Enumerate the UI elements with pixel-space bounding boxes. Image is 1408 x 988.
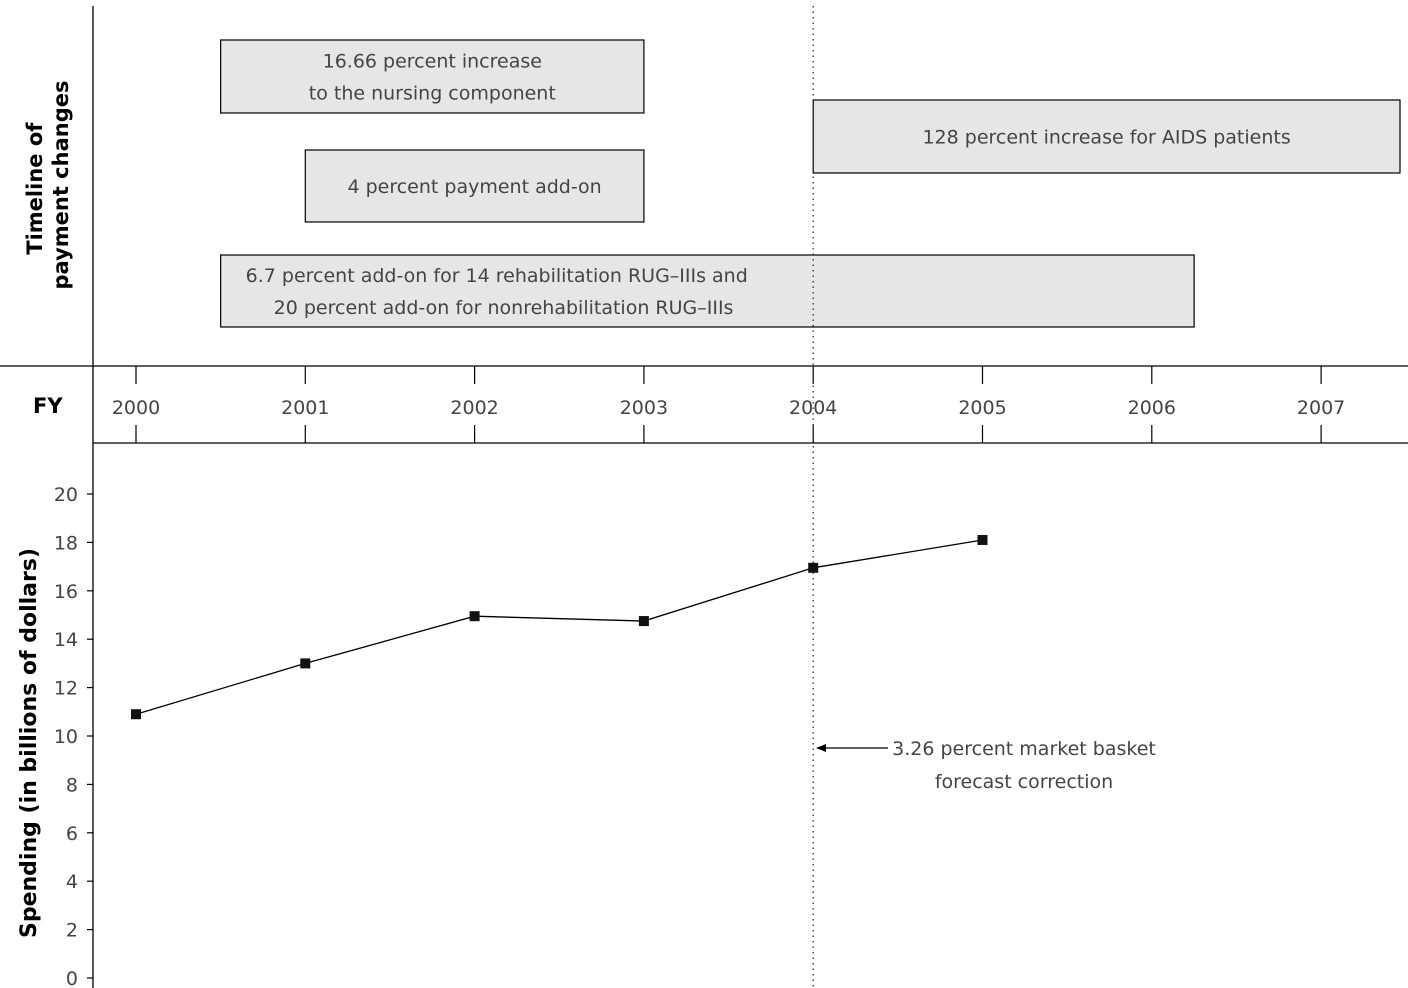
timeline-bar: 4 percent payment add-on [304, 149, 645, 223]
timeline-bar-text: 4 percent payment add-on [347, 176, 601, 198]
annotation-group: 3.26 percent market basket forecast corre… [816, 738, 1156, 793]
y-tick-label: 12 [54, 678, 78, 700]
y-tick-label: 6 [66, 823, 78, 845]
timeline-bar-box [220, 254, 1195, 328]
y-tick-label: 10 [54, 726, 78, 748]
annotation-text: forecast correction [935, 771, 1113, 793]
timeline-bar-box [220, 39, 645, 114]
fy-tick-label: 2005 [958, 397, 1006, 419]
spending-line [135, 539, 983, 715]
timeline-bar-box [812, 99, 1401, 174]
annotation-arrowhead [816, 744, 826, 752]
timeline-bar: 6.7 percent add-on for 14 rehabilitation… [220, 254, 1195, 328]
y-tick-label: 0 [66, 968, 78, 988]
timeline-title-line-2: payment changes [49, 81, 73, 290]
annotation-text: 3.26 percent market basket [892, 738, 1156, 760]
timeline-bar: 16.66 percent increase to the nursing com… [220, 39, 645, 114]
data-point-marker [131, 709, 141, 720]
y-axis: 0 2 4 6 8 10 12 14 16 18 20 [54, 484, 93, 988]
timeline-bar-box [304, 149, 645, 223]
timeline-title-line-1: Timeline of [23, 122, 47, 255]
timeline-bar-text: 16.66 percent increase [323, 51, 542, 73]
y-tick-label: 20 [54, 484, 78, 506]
y-tick-label: 16 [54, 581, 78, 603]
data-point-marker [638, 616, 649, 627]
timeline-title: Timeline of payment changes [23, 81, 73, 290]
data-point-marker [808, 562, 819, 573]
y-tick-label: 4 [66, 871, 78, 893]
fy-tick-label: 2001 [281, 397, 329, 419]
fy-tick-label: 2007 [1297, 397, 1345, 419]
fy-tick-label: 2006 [1128, 397, 1176, 419]
data-point-marker [977, 534, 988, 545]
fy-tick-label: 2003 [620, 397, 668, 419]
timeline-bar-text: 20 percent add-on for nonrehabilitation … [274, 297, 734, 319]
y-tick-label: 2 [66, 920, 78, 942]
data-point-marker [469, 611, 480, 622]
timeline-bar: 128 percent increase for AIDS patients [812, 99, 1401, 174]
fy-tick-label: 2000 [112, 397, 160, 419]
fy-axis: 2000 2001 2002 2003 2004 2005 2006 2007 [112, 366, 1345, 443]
data-point-marker [300, 658, 311, 669]
y-tick-label: 18 [54, 532, 78, 554]
timeline-bars: 16.66 percent increase to the nursing com… [220, 39, 1401, 328]
fy-tick-label: 2002 [450, 397, 498, 419]
series-group [131, 534, 988, 720]
y-tick-label: 8 [66, 774, 78, 796]
fy-label: FY [33, 394, 63, 418]
y-tick-label: 14 [54, 629, 78, 651]
y-axis-title: Spending (in billions of dollars) [17, 548, 42, 938]
timeline-bar-text: 6.7 percent add-on for 14 rehabilitation… [246, 265, 748, 287]
timeline-bar-text: to the nursing component [309, 83, 556, 105]
timeline-bar-text: 128 percent increase for AIDS patients [922, 127, 1290, 149]
